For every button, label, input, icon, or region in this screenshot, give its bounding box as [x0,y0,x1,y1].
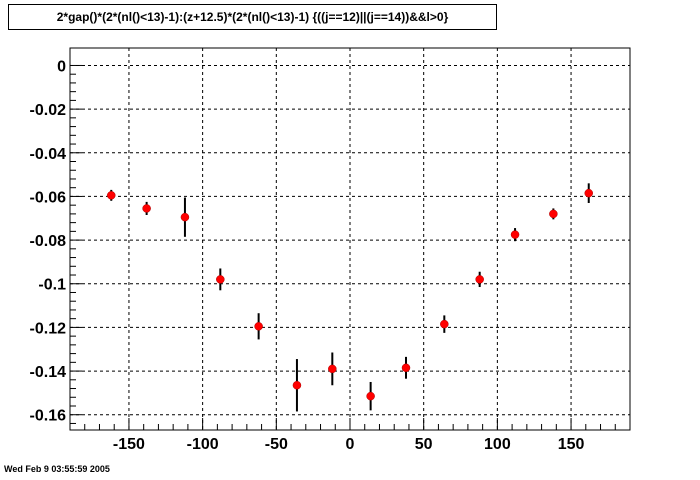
data-point [584,183,593,203]
data-point [107,189,116,201]
timestamp: Wed Feb 9 03:55:59 2005 [4,464,110,474]
data-points [107,183,593,412]
data-marker [328,364,337,374]
data-marker [401,363,411,373]
data-point [510,228,520,242]
y-tick-label: -0.16 [30,408,67,425]
x-tick-label: 0 [346,436,355,453]
y-tick-label: -0.14 [30,364,67,381]
x-tick-label: -50 [265,436,288,453]
data-marker [440,319,449,329]
plot-title: 2*gap()*(2*(nl()<13)-1):(z+12.5)*(2*(nl(… [8,4,497,30]
y-tick-label: -0.12 [30,320,67,337]
data-marker [475,275,484,284]
data-point [549,208,558,220]
y-tick-label: -0.04 [30,146,67,163]
data-marker [216,275,225,284]
x-tick-label: -150 [113,436,145,453]
data-marker [107,191,116,200]
data-point [180,197,190,237]
data-point [142,201,151,215]
data-point [440,315,449,333]
data-point [292,359,302,412]
y-tick-label: -0.06 [30,189,67,206]
y-tick-label: 0 [57,58,66,75]
data-point [328,352,337,386]
data-marker [584,188,593,198]
x-tick-label: 150 [558,436,585,453]
grid [70,48,630,430]
x-tick-label: 50 [415,436,433,453]
y-tick-label: -0.02 [30,102,67,119]
data-marker [510,230,520,239]
tick-labels: 0 -0.02 -0.04 -0.06 -0.08 -0.1 -0.12 -0.14 -0.16… [30,58,585,453]
y-tick-label: -0.08 [30,233,67,250]
data-point [366,381,375,411]
data-marker [142,204,151,213]
data-point [254,313,263,340]
data-point [401,356,411,379]
data-marker [292,381,302,390]
data-marker [549,209,558,219]
x-tick-label: -100 [187,436,219,453]
data-marker [366,391,375,401]
data-marker [180,212,190,222]
axis-ticks [69,64,631,430]
data-marker [254,322,263,331]
data-point [216,268,225,291]
data-point [475,271,484,288]
x-tick-label: 100 [484,436,511,453]
y-tick-label: -0.1 [38,277,66,294]
